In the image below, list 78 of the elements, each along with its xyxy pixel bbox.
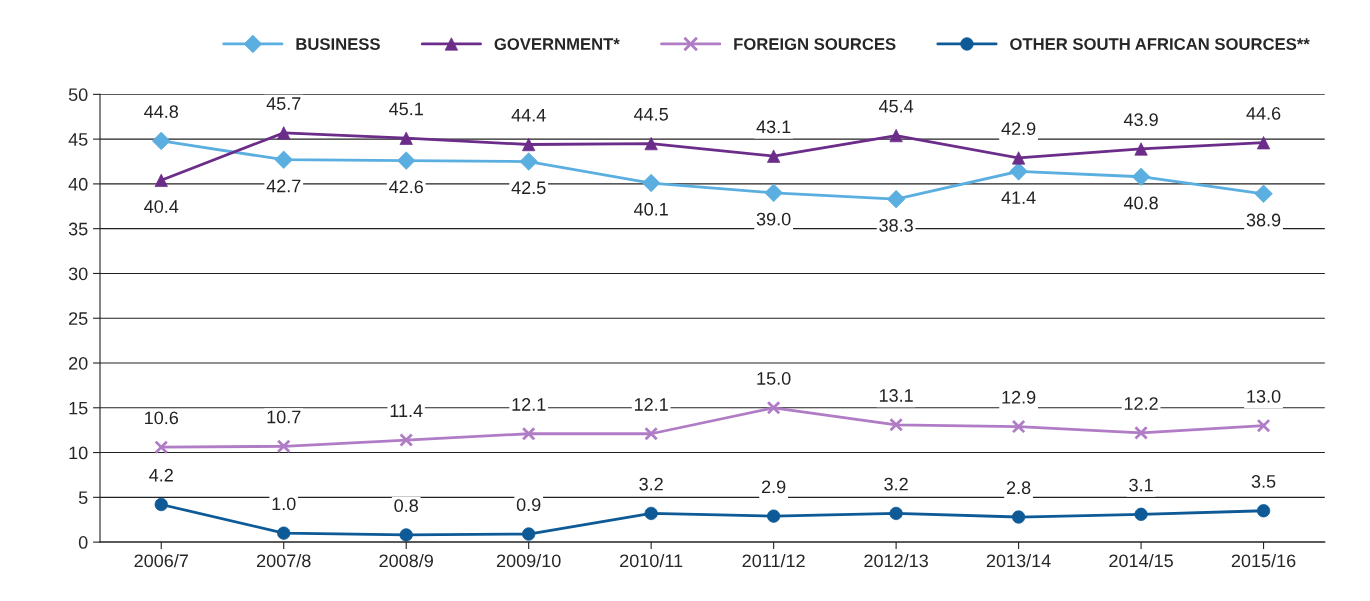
data-label: 38.3 xyxy=(879,218,913,232)
data-label: 1.0 xyxy=(272,497,296,511)
y-tick-label: 40 xyxy=(68,177,88,191)
data-label: 15.0 xyxy=(757,372,791,385)
data-label: 40.4 xyxy=(144,200,179,213)
x-tick-label: 2011/12 xyxy=(742,553,805,568)
data-label: 45.4 xyxy=(878,100,914,113)
data-label: 3.2 xyxy=(639,477,663,491)
data-label: 10.6 xyxy=(145,411,179,425)
data-label: 42.6 xyxy=(389,180,423,194)
legend-label: OTHER SOUTH AFRICAN SOURCES** xyxy=(1010,38,1310,50)
y-tick-label: 45 xyxy=(68,133,88,146)
data-label: 43.1 xyxy=(756,120,791,134)
data-label: 13.1 xyxy=(879,389,913,402)
point xyxy=(1256,418,1271,433)
data-label: 44.4 xyxy=(511,108,546,122)
data-label: 41.4 xyxy=(1001,191,1036,204)
data-label: 3.5 xyxy=(1251,475,1276,488)
data-label: 45.7 xyxy=(266,97,301,110)
point xyxy=(521,426,536,441)
data-label: 12.2 xyxy=(1124,397,1158,410)
legend-label: FOREIGN SOURCES xyxy=(734,38,896,50)
data-label: 0.9 xyxy=(516,498,541,512)
legend-label: BUSINESS xyxy=(296,38,380,50)
data-label: 42.9 xyxy=(1001,122,1036,136)
y-tick-label: 35 xyxy=(68,222,88,236)
data-label: 43.9 xyxy=(1123,113,1158,127)
x-tick-label: 2008/9 xyxy=(379,553,433,568)
x-tick-label: 2006/7 xyxy=(134,553,188,568)
point xyxy=(644,426,659,441)
data-label: 45.1 xyxy=(389,102,423,116)
data-label: 3.1 xyxy=(1129,478,1153,492)
point xyxy=(276,439,291,454)
data-label: 2.9 xyxy=(762,480,786,494)
point xyxy=(1011,419,1026,434)
data-label: 4.2 xyxy=(149,468,173,482)
y-tick-label: 0 xyxy=(78,536,88,549)
data-label: 40.8 xyxy=(1123,196,1158,210)
point xyxy=(397,151,416,170)
legend-label: GOVERNMENT* xyxy=(494,38,620,50)
point xyxy=(766,400,781,415)
x-tick-label: 2007/8 xyxy=(257,553,311,568)
data-label: 44.5 xyxy=(634,108,668,121)
data-label: 42.5 xyxy=(511,181,546,195)
y-tick-label: 50 xyxy=(68,88,88,102)
data-label: 2.8 xyxy=(1006,481,1031,495)
y-tick-label: 25 xyxy=(69,312,88,325)
data-label: 12.1 xyxy=(512,398,546,411)
y-tick-label: 10 xyxy=(69,446,88,460)
y-tick-label: 15 xyxy=(69,401,88,415)
x-tick-label: 2015/16 xyxy=(1231,553,1296,568)
data-label: 12.1 xyxy=(634,398,668,411)
point xyxy=(1254,184,1273,203)
data-label: 0.8 xyxy=(394,499,418,513)
y-tick-label: 20 xyxy=(69,356,88,370)
point xyxy=(889,417,904,432)
point xyxy=(399,433,414,447)
data-label: 44.8 xyxy=(144,105,179,118)
data-label: 39.0 xyxy=(756,212,791,226)
data-label: 13.0 xyxy=(1247,389,1281,403)
x-tick-label: 2010/11 xyxy=(620,553,683,568)
data-label: 11.4 xyxy=(390,404,423,417)
x-tick-label: 2014/15 xyxy=(1109,553,1173,568)
point xyxy=(519,152,538,171)
y-tick-label: 30 xyxy=(68,267,88,281)
point xyxy=(1134,425,1149,440)
x-tick-label: 2012/13 xyxy=(864,553,928,568)
x-tick-label: 2013/14 xyxy=(986,553,1051,568)
data-label: 3.2 xyxy=(884,477,908,491)
y-tick-label: 5 xyxy=(78,491,88,505)
data-label: 40.1 xyxy=(634,202,668,216)
data-label: 10.7 xyxy=(267,410,301,424)
point xyxy=(154,440,169,455)
x-tick-label: 2009/10 xyxy=(496,553,561,568)
data-label: 38.9 xyxy=(1246,213,1281,227)
data-label: 12.9 xyxy=(1002,390,1036,404)
data-label: 44.6 xyxy=(1246,107,1281,120)
data-label: 42.7 xyxy=(266,179,301,193)
